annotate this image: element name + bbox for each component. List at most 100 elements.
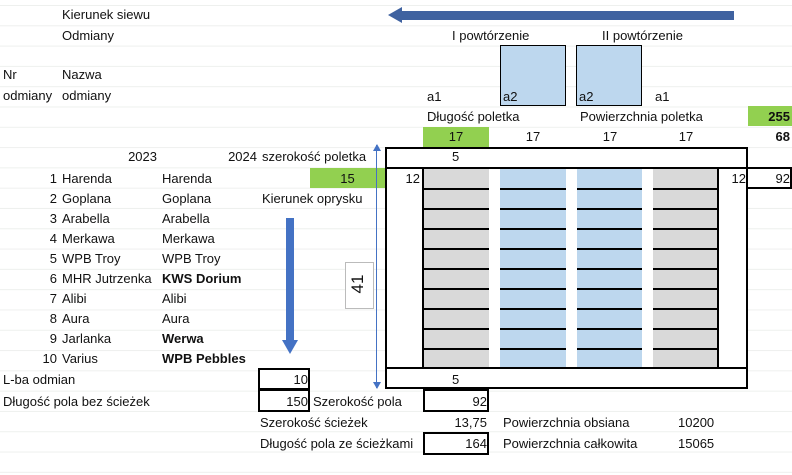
variety-2024: Aura [162,311,190,326]
plot-row-divider [423,348,489,350]
variety-2023: Jarlanka [62,331,112,346]
nr-header: Nr [3,67,17,82]
sown-area-value: 10200 [678,415,715,430]
plot-length-2: 17 [525,129,541,144]
plot-row-divider [423,248,489,250]
plot-row-divider [423,268,489,270]
top-path-value: 5 [452,149,460,164]
field-width-label: Szerokość pola [313,394,402,409]
plot-row-divider [577,268,642,270]
rep2-label: II powtórzenie [602,28,683,43]
variety-2023: Merkawa [62,231,115,246]
field-top-path [385,147,748,169]
length-no-paths-label: Długość pola bez ścieżek [3,394,150,409]
variety-2023: Goplana [62,191,112,206]
plot-length-1: 17 [448,129,464,144]
variety-nr: 6 [49,271,57,286]
variety-2023: Harenda [62,171,112,186]
variety-count: 10 [293,372,308,387]
variety-nr: 4 [49,231,57,246]
name-header-2: odmiany [62,88,112,103]
paths-width-value: 13,75 [454,415,487,430]
variety-nr: 9 [49,331,57,346]
variety-2023: Varius [62,351,98,366]
field-width-box [746,167,792,189]
length-with-paths-label: Długość pola ze ścieżkami [260,436,414,451]
plot-length-total: 68 [775,129,790,144]
plot-row-divider [577,228,642,230]
total-area-label: Powierzchnia całkowita [503,436,638,451]
paths-width-label: Szerokość ścieżek [260,415,368,430]
plot-row-divider [423,228,489,230]
variety-2024: WPB Pebbles [162,351,246,366]
field-width-value: 92 [472,394,487,409]
dimension-label-box [345,262,374,309]
plot-row-divider [653,308,718,310]
plot-width-label: szerokość poletka [262,149,367,164]
variety-2023: MHR Jutrzenka [62,271,152,286]
variety-2023: Arabella [62,211,110,226]
plot-row-divider [500,228,566,230]
legend-plot-a2-left [500,45,566,106]
field-width-right: 92 [775,171,790,186]
plot-area-value: 255 [768,109,790,124]
plot-row-divider [577,308,642,310]
plot-row-divider [577,288,642,290]
dimension-value: 41 [348,274,367,294]
length-with-paths-value: 164 [465,436,487,451]
plot-row-divider [423,328,489,330]
rep1-label: I powtórzenie [452,28,530,43]
plot-length-3: 17 [602,129,618,144]
plot-row-divider [653,208,718,210]
plot-row-divider [653,228,718,230]
label-a1-left: a1 [427,89,442,104]
sown-area-label: Powierzchnia obsiana [503,415,630,430]
plot-area-label: Powierzchnia poletka [580,109,703,124]
variety-nr: 2 [49,191,57,206]
variety-2023: Aura [62,311,90,326]
side-right-value: 12 [731,171,746,186]
sowing-direction-arrow-icon [388,7,734,23]
variety-count-label: L-ba odmian [3,372,76,387]
variety-2024: Alibi [162,291,187,306]
variety-nr: 5 [49,251,57,266]
plot-length-label: Długość poletka [427,109,520,124]
variety-nr: 7 [49,291,57,306]
year-2024: 2024 [228,149,257,164]
plot-row-divider [423,308,489,310]
plot-row-divider [577,328,642,330]
plot-row-divider [500,288,566,290]
plot-width-value: 15 [340,171,355,186]
variety-2024: Merkawa [162,231,215,246]
variety-nr: 1 [49,171,57,186]
plot-row-divider [423,288,489,290]
plot-row-divider [500,308,566,310]
variety-nr: 10 [42,351,57,366]
nr-header-2: odmiany [3,88,53,103]
plot-row-divider [500,208,566,210]
plot-row-divider [423,208,489,210]
plot-row-divider [577,208,642,210]
plot-row-divider [653,328,718,330]
sowing-direction-label: Kierunek siewu [62,7,151,22]
variety-2024: Werwa [162,331,204,346]
label-a2-right: a2 [579,89,594,104]
name-header: Nazwa [62,67,102,82]
plot-row-divider [577,248,642,250]
total-area-value: 15065 [678,436,715,451]
plot-row-divider [500,328,566,330]
varieties-label: Odmiany [62,28,115,43]
length-no-paths: 150 [286,394,308,409]
variety-2024: Arabella [162,211,210,226]
side-left-value: 12 [405,171,420,186]
plot-row-divider [653,188,718,190]
label-a2-left: a2 [503,89,518,104]
spray-direction-arrow-icon [282,218,298,355]
variety-2024: Goplana [162,191,212,206]
variety-nr: 3 [49,211,57,226]
dimension-arrow-icon [376,145,377,388]
spray-direction-label: Kierunek oprysku [262,191,363,206]
bottom-path-value: 5 [452,372,460,387]
plot-row-divider [500,348,566,350]
